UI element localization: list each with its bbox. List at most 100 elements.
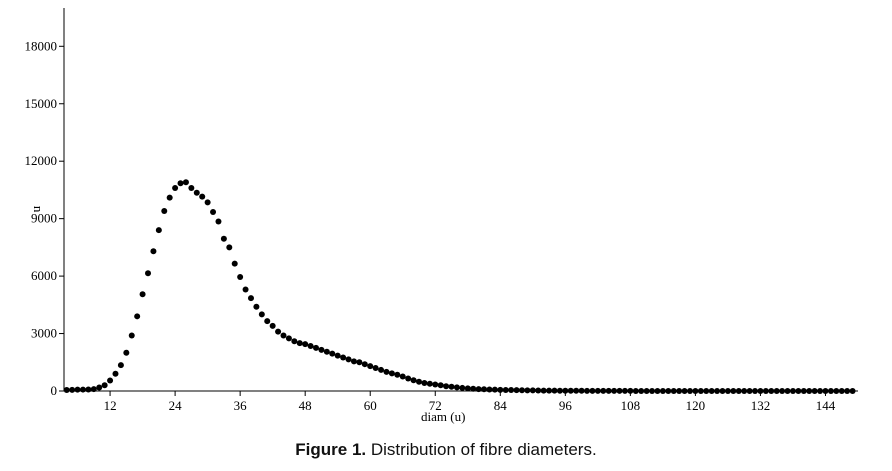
data-point <box>193 189 200 196</box>
x-tick-label: 60 <box>364 398 377 413</box>
data-point <box>307 342 314 349</box>
x-tick-label: 72 <box>429 398 442 413</box>
x-tick-label: 108 <box>621 398 641 413</box>
data-point <box>79 386 86 393</box>
data-point <box>562 387 569 394</box>
y-tick-label: 0 <box>51 383 58 398</box>
data-point <box>817 388 824 394</box>
data-point <box>117 362 124 369</box>
data-point <box>242 286 249 293</box>
data-point <box>703 387 710 394</box>
data-point <box>524 387 531 394</box>
data-point <box>654 387 661 394</box>
data-point <box>567 387 574 394</box>
data-points <box>63 179 856 394</box>
data-point <box>735 388 742 394</box>
data-point <box>361 361 368 368</box>
data-point <box>302 341 309 348</box>
data-point <box>334 352 341 359</box>
data-point <box>367 363 374 370</box>
data-point <box>188 185 195 192</box>
data-point <box>166 194 173 201</box>
data-point <box>280 332 287 339</box>
data-point <box>453 384 460 391</box>
data-point <box>204 199 211 206</box>
data-point <box>247 295 254 302</box>
data-point <box>90 386 97 393</box>
data-point <box>123 349 130 356</box>
x-axis-ticks: 12 24 36 48 60 72 84 96 108 120 132 144 <box>104 391 836 413</box>
data-point <box>833 388 840 394</box>
data-point <box>708 387 715 394</box>
data-point <box>844 388 851 394</box>
data-point <box>719 387 726 394</box>
y-axis-title: n <box>31 206 46 213</box>
y-tick-label: 6000 <box>31 268 57 283</box>
x-tick-label: 48 <box>299 398 312 413</box>
data-point <box>649 387 656 394</box>
data-point <box>714 387 721 394</box>
data-point <box>410 377 417 384</box>
data-point <box>134 313 141 320</box>
data-point <box>394 371 401 378</box>
scatter-chart: 0 3000 6000 9000 12000 15000 18000 12 24 36 48 60 7… <box>25 8 858 424</box>
data-point <box>838 388 845 394</box>
x-tick-label: 24 <box>169 398 183 413</box>
x-tick-label: 84 <box>494 398 508 413</box>
data-point <box>139 291 146 298</box>
y-axis-ticks: 0 3000 6000 9000 12000 15000 18000 <box>25 38 64 398</box>
data-point <box>443 383 450 390</box>
data-point <box>372 365 379 372</box>
data-point <box>155 227 162 234</box>
data-point <box>296 340 303 347</box>
data-point <box>486 386 493 393</box>
data-point <box>638 387 645 394</box>
data-point <box>746 388 753 394</box>
data-point <box>378 366 385 373</box>
data-point <box>150 248 157 255</box>
data-point <box>388 370 395 377</box>
data-point <box>275 328 282 335</box>
data-point <box>210 208 217 215</box>
y-tick-label: 12000 <box>25 153 58 168</box>
data-point <box>464 385 471 392</box>
y-tick-label: 15000 <box>25 96 58 111</box>
data-point <box>681 387 688 394</box>
figure-label: Figure 1. <box>295 440 367 459</box>
x-tick-label: 12 <box>104 398 117 413</box>
data-point <box>215 218 222 225</box>
data-point <box>415 378 422 385</box>
x-tick-label: 132 <box>751 398 771 413</box>
data-point <box>112 370 119 377</box>
data-point <box>323 348 330 355</box>
data-point <box>621 387 628 394</box>
data-point <box>529 387 536 394</box>
data-point <box>724 388 731 394</box>
data-point <box>199 193 206 200</box>
data-point <box>611 387 618 394</box>
data-point <box>356 359 363 366</box>
data-point <box>231 260 238 267</box>
data-point <box>437 382 444 389</box>
data-point <box>226 244 233 251</box>
data-point <box>670 387 677 394</box>
data-point <box>405 375 412 382</box>
data-point <box>96 384 103 391</box>
data-point <box>448 383 455 390</box>
data-point <box>475 386 482 393</box>
data-point <box>757 388 764 394</box>
data-point <box>508 387 515 394</box>
y-tick-label: 18000 <box>25 38 58 53</box>
data-point <box>253 303 260 310</box>
data-point <box>383 368 390 375</box>
data-point <box>665 387 672 394</box>
data-point <box>600 387 607 394</box>
data-point <box>69 386 76 393</box>
data-point <box>752 388 759 394</box>
data-point <box>258 311 265 318</box>
data-point <box>502 386 509 393</box>
data-point <box>589 387 596 394</box>
data-point <box>578 387 585 394</box>
data-point <box>779 388 786 394</box>
data-point <box>643 387 650 394</box>
